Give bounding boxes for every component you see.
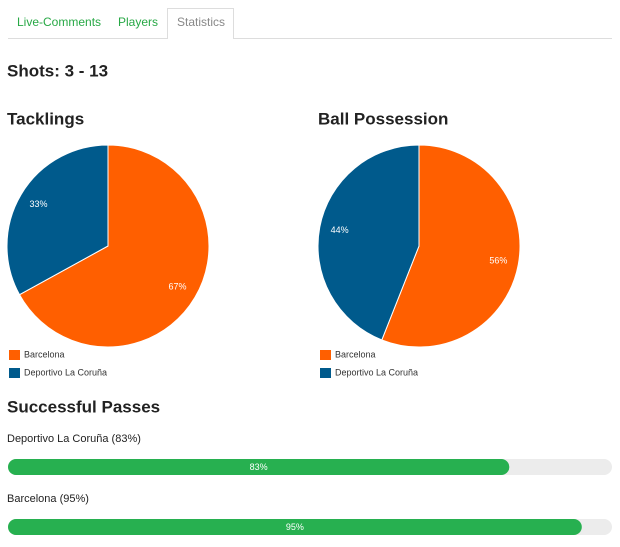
bar-value-label: 83% [250,462,268,472]
legend-swatch [9,368,20,378]
slice-label: 67% [169,282,187,292]
legend-label: Deportivo La Coruña [335,367,418,377]
slice-label: 56% [489,256,507,266]
tab[interactable]: Live-Comments [17,15,101,29]
pie-slice [317,144,420,341]
slice-label: 33% [29,199,47,209]
tab[interactable]: Players [118,15,158,29]
legend-swatch [9,350,20,360]
tab-active[interactable]: Statistics [177,15,225,29]
pie-slice [6,144,109,296]
bar [8,519,582,535]
bar-label: Deportivo La Coruña (83%) [7,433,141,445]
slice-label: 44% [331,225,349,235]
bar [8,459,510,475]
bar-label: Barcelona (95%) [7,493,89,505]
legend-label: Barcelona [335,349,376,359]
legend-swatch [320,350,331,360]
tab-border [8,8,612,39]
chart-title: Tacklings [7,109,84,128]
legend-label: Barcelona [24,349,65,359]
shots-heading: Shots: 3 - 13 [7,61,108,80]
chart-title: Ball Possession [318,109,448,128]
bar-value-label: 95% [286,522,304,532]
chart-title: Successful Passes [7,397,160,416]
legend-swatch [320,368,331,378]
pie-slice [18,144,210,348]
legend-label: Deportivo La Coruña [24,367,107,377]
pie-slice [381,144,521,348]
